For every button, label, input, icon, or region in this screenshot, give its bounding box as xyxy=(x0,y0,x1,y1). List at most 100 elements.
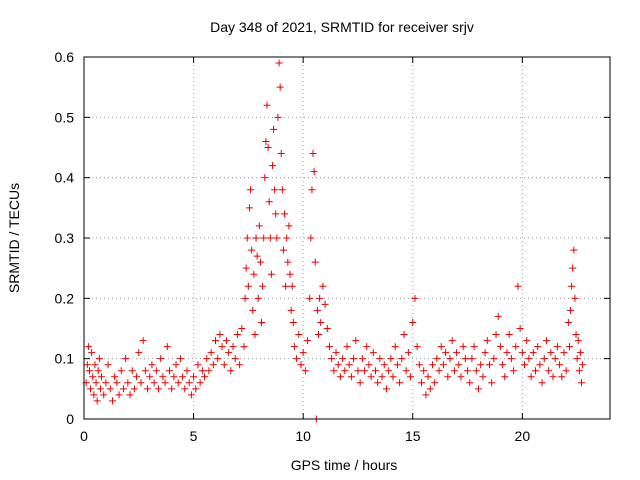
data-point xyxy=(100,391,108,399)
data-point xyxy=(104,361,112,369)
data-point xyxy=(238,325,246,332)
data-point xyxy=(433,355,441,363)
data-point xyxy=(313,306,321,314)
data-point xyxy=(499,361,507,369)
data-point xyxy=(518,349,526,357)
data-point xyxy=(272,210,280,218)
data-point xyxy=(283,234,291,242)
data-point xyxy=(466,379,474,387)
data-point xyxy=(490,355,498,363)
data-point xyxy=(85,367,93,375)
data-point xyxy=(485,361,493,369)
data-point xyxy=(196,379,204,387)
data-point xyxy=(470,343,478,351)
data-point xyxy=(170,373,178,381)
data-point xyxy=(523,337,531,345)
data-point xyxy=(424,373,432,381)
data-point xyxy=(562,367,570,375)
data-point xyxy=(407,373,415,381)
data-point xyxy=(276,83,284,91)
data-point xyxy=(505,331,513,339)
data-point xyxy=(536,361,544,369)
data-point xyxy=(159,373,167,381)
data-point xyxy=(94,367,102,375)
data-point xyxy=(87,385,95,393)
data-point xyxy=(254,294,262,302)
y-tick-label: 0.1 xyxy=(55,351,75,367)
data-point xyxy=(382,385,390,393)
data-point xyxy=(252,234,260,242)
data-point xyxy=(547,349,555,357)
data-point xyxy=(265,198,273,206)
data-point xyxy=(209,361,217,369)
grid-lines xyxy=(84,57,610,419)
data-point xyxy=(119,385,127,393)
data-point xyxy=(540,355,548,363)
data-point xyxy=(308,186,316,194)
data-point xyxy=(168,385,176,393)
data-point xyxy=(222,337,230,345)
data-point xyxy=(426,385,434,393)
data-point xyxy=(92,379,100,387)
data-point xyxy=(115,391,123,399)
data-point xyxy=(306,294,314,302)
data-point xyxy=(371,367,379,375)
data-point xyxy=(241,294,249,302)
data-point xyxy=(404,349,412,357)
data-point xyxy=(325,343,333,351)
data-point xyxy=(243,234,251,242)
data-point xyxy=(527,373,535,381)
data-point xyxy=(400,331,408,339)
data-point xyxy=(89,373,97,381)
data-point xyxy=(529,349,537,357)
data-point xyxy=(244,282,252,290)
data-point xyxy=(363,343,371,351)
data-point xyxy=(183,367,191,375)
data-point xyxy=(185,379,193,387)
data-point xyxy=(369,349,377,357)
data-point xyxy=(95,355,103,363)
data-point xyxy=(106,385,114,393)
data-point xyxy=(512,343,520,351)
data-point xyxy=(435,367,443,375)
data-point xyxy=(328,355,336,363)
data-point xyxy=(448,337,456,345)
data-point xyxy=(568,282,576,290)
data-point xyxy=(248,246,256,254)
data-point xyxy=(411,294,419,302)
data-point xyxy=(258,318,266,326)
data-point xyxy=(459,343,467,351)
y-tick-label: 0.6 xyxy=(55,49,75,65)
data-point xyxy=(148,361,156,369)
data-point xyxy=(264,144,272,151)
data-point xyxy=(266,234,274,242)
data-point xyxy=(534,343,542,351)
data-point xyxy=(385,367,393,375)
data-point xyxy=(190,373,198,381)
data-point xyxy=(428,361,436,369)
data-point xyxy=(263,101,271,109)
data-point xyxy=(137,379,145,387)
data-point xyxy=(310,168,318,176)
data-point xyxy=(343,343,351,351)
data-point xyxy=(242,264,250,272)
data-point xyxy=(483,337,491,345)
data-point xyxy=(564,318,572,326)
data-point xyxy=(565,343,573,351)
data-point xyxy=(96,385,104,393)
data-point xyxy=(262,137,270,145)
data-point xyxy=(152,367,160,375)
data-point xyxy=(220,361,228,369)
data-point xyxy=(573,355,581,363)
data-point xyxy=(83,361,91,369)
data-point xyxy=(488,379,496,387)
data-point xyxy=(304,337,312,345)
data-point xyxy=(332,349,340,357)
data-point xyxy=(402,367,410,375)
data-point xyxy=(378,373,386,381)
data-point xyxy=(227,367,235,375)
data-point xyxy=(336,373,344,381)
data-point xyxy=(431,379,439,387)
data-point xyxy=(358,355,366,363)
data-point xyxy=(124,379,132,387)
